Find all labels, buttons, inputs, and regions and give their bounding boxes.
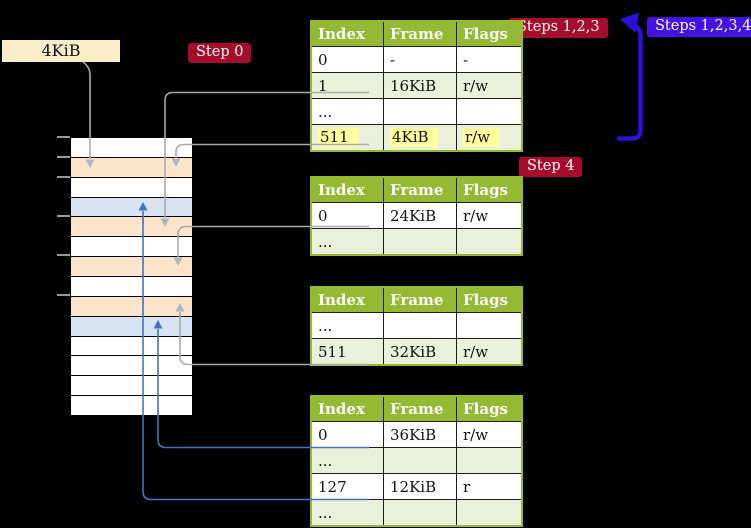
- table-cell: 1: [310, 72, 384, 99]
- highlighted-value: r/w: [463, 128, 500, 147]
- table-cell: r/w: [456, 338, 523, 366]
- memory-row-6: [71, 237, 192, 258]
- column-header-frame: Frame: [383, 176, 457, 203]
- table-cell: 16KiB: [383, 72, 457, 99]
- memory-row-14: [71, 396, 192, 416]
- table-cell: 511: [310, 124, 384, 152]
- column-header-index: Index: [310, 286, 384, 313]
- table-cell: 511: [310, 338, 384, 366]
- table-row: ...: [310, 447, 523, 474]
- table-cell: ...: [310, 447, 384, 474]
- page-table-2: Index Frame Flags 0 24KiB r/w...: [310, 176, 523, 256]
- tick-mark: [57, 176, 70, 178]
- table-cell: -: [383, 46, 457, 73]
- table-cell: [383, 312, 457, 339]
- column-header-flags: Flags: [456, 176, 523, 203]
- table-row: 1 16KiB r/w: [310, 72, 523, 99]
- table-cell: 0: [310, 421, 384, 448]
- memory-row-5: [71, 217, 192, 238]
- table-cell: 24KiB: [383, 202, 457, 229]
- table-cell: [456, 447, 523, 474]
- table-row: 511 32KiB r/w: [310, 338, 523, 366]
- table-cell: 4KiB: [383, 124, 457, 152]
- tick-mark: [57, 136, 70, 138]
- table-cell: r/w: [456, 202, 523, 229]
- column-header-frame: Frame: [383, 286, 457, 313]
- table-cell: 0: [310, 202, 384, 229]
- table-row: ...: [310, 499, 523, 527]
- table-cell: -: [456, 46, 523, 73]
- badge-steps-1-2-3: Steps 1,2,3: [509, 18, 608, 38]
- arrowhead-left-icon: [620, 12, 639, 33]
- memory-row-10: [71, 316, 192, 337]
- memory-row-3: [71, 177, 192, 198]
- column-header-index: Index: [310, 176, 384, 203]
- column-header-index: Index: [310, 20, 384, 47]
- memory-row-8: [71, 277, 192, 297]
- table-row: ...: [310, 98, 523, 125]
- table-cell: ...: [310, 228, 384, 256]
- column-header-index: Index: [310, 395, 384, 422]
- table-cell: [383, 447, 457, 474]
- highlighted-value: 511: [318, 128, 358, 147]
- table-row: 511 4KiB r/w: [310, 124, 523, 152]
- tick-mark: [57, 156, 70, 158]
- memory-row-12: [71, 356, 192, 377]
- column-header-flags: Flags: [456, 20, 523, 47]
- table-cell: ...: [310, 312, 384, 339]
- page-table-4: Index Frame Flags 0 36KiB r/w... 127 12KiB r...: [310, 395, 523, 527]
- badge-step-4: Step 4: [519, 157, 583, 177]
- badge-step-0: Step 0: [188, 43, 252, 63]
- badge-steps-1-2-3-4: Steps 1,2,3,4: [647, 17, 751, 37]
- table-cell: [383, 499, 457, 527]
- table-cell: 127: [310, 473, 384, 500]
- table-row: 127 12KiB r: [310, 473, 523, 500]
- table-cell: [383, 228, 457, 256]
- table-row: ...: [310, 312, 523, 339]
- table-cell: ...: [310, 499, 384, 527]
- tick-mark: [57, 215, 70, 217]
- table-cell: [456, 312, 523, 339]
- table-cell: 0: [310, 46, 384, 73]
- page-table-1: Index Frame Flags 0- -1 16KiB r/w... 511 4KiB r/w: [310, 20, 523, 152]
- table-row: ...: [310, 228, 523, 256]
- tick-mark: [57, 254, 70, 256]
- memory-row-13: [71, 376, 192, 397]
- page-size-label: 4KiB: [2, 40, 120, 62]
- table-row: 0 24KiB r/w: [310, 202, 523, 229]
- table-cell: 36KiB: [383, 421, 457, 448]
- memory-row-4: [71, 197, 192, 218]
- table-cell: 32KiB: [383, 338, 457, 366]
- table-cell: [456, 499, 523, 527]
- memory-row-11: [71, 336, 192, 357]
- table-cell: r/w: [456, 421, 523, 448]
- page-table-3: Index Frame Flags... 511 32KiB r/w: [310, 286, 523, 366]
- table-cell: ...: [310, 98, 384, 125]
- column-header-flags: Flags: [456, 395, 523, 422]
- column-header-flags: Flags: [456, 286, 523, 313]
- column-header-frame: Frame: [383, 20, 457, 47]
- table-cell: 12KiB: [383, 473, 457, 500]
- physical-memory-column: [70, 137, 193, 416]
- table-cell: r/w: [456, 124, 523, 152]
- column-header-frame: Frame: [383, 395, 457, 422]
- memory-row-1: [71, 138, 192, 158]
- memory-row-2: [71, 157, 192, 178]
- tick-mark: [57, 294, 70, 296]
- memory-row-9: [71, 296, 192, 317]
- table-cell: r: [456, 473, 523, 500]
- memory-row-7: [71, 257, 192, 278]
- table-cell: [383, 98, 457, 125]
- highlighted-value: 4KiB: [390, 128, 438, 147]
- table-cell: [456, 228, 523, 256]
- recursive-step-arrow: [616, 22, 643, 141]
- table-row: 0 36KiB r/w: [310, 421, 523, 448]
- table-row: 0--: [310, 46, 523, 73]
- table-cell: [456, 98, 523, 125]
- table-cell: r/w: [456, 72, 523, 99]
